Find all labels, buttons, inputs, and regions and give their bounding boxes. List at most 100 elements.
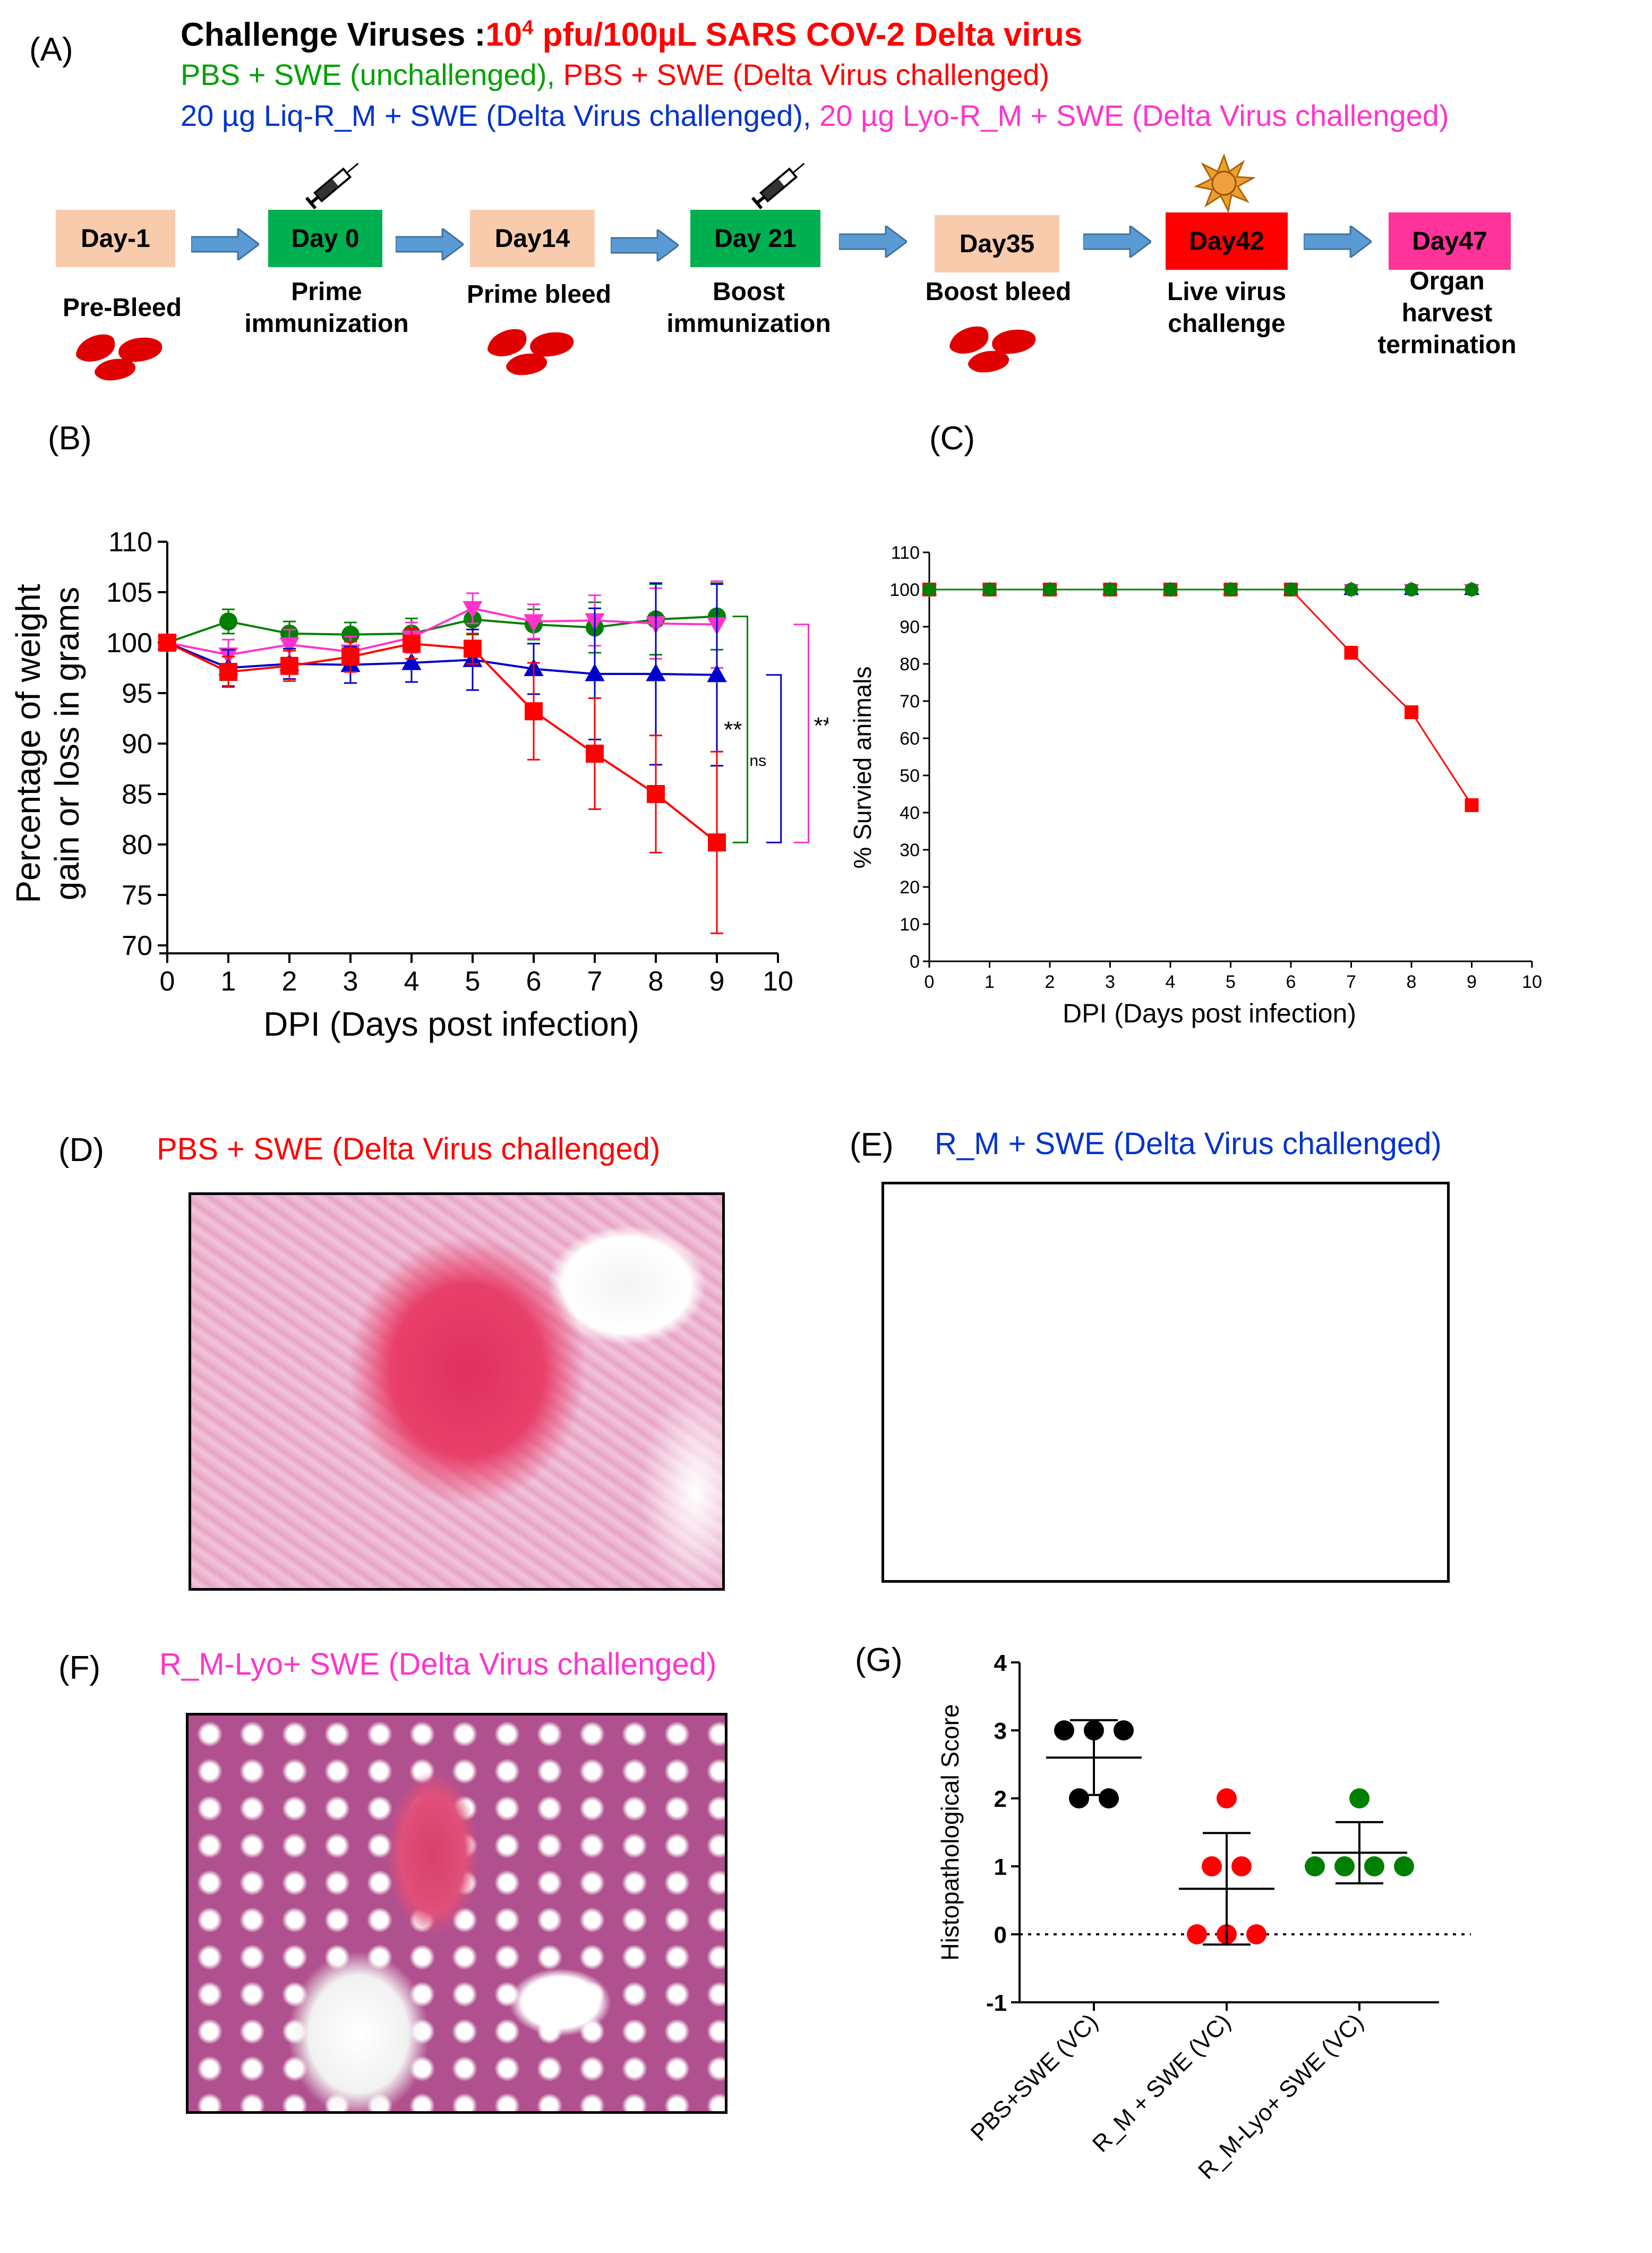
y-tick-label: -1: [986, 1990, 1007, 2016]
y-axis-title: Histopathological Score: [936, 1704, 964, 1960]
data-point: [1364, 1856, 1384, 1876]
legend-green: PBS + SWE (unchallenged),: [181, 58, 563, 91]
data-point: [341, 625, 359, 644]
y-tick-label: 4: [994, 1650, 1007, 1676]
y-tick-label: 100: [889, 580, 920, 600]
data-point: [1069, 1788, 1089, 1808]
data-point: [1344, 583, 1358, 596]
timeline-caption-boost: Boost immunization: [666, 278, 831, 338]
x-tick-label: 3: [1105, 972, 1115, 992]
x-tick-label: 6: [1286, 972, 1296, 992]
blood-drops-icon: [949, 326, 1036, 373]
panel-label-d: (D): [58, 1132, 105, 1168]
micrograph-d-title: PBS + SWE (Delta Virus challenged): [157, 1132, 661, 1166]
y-tick-label: 70: [900, 692, 920, 712]
weight-change-chart: 70 75 80 85 90 95 100 105 110 0 1 2 3 4 5 6 7 8 9 10 DPI (Da…: [9, 527, 828, 1043]
y-tick-label: 110: [108, 527, 152, 558]
timeline-box-day-47: Day47: [1389, 212, 1511, 270]
y-tick-label: 70: [122, 931, 152, 961]
timeline-day-label: Day 21: [714, 224, 797, 253]
timeline-box-day-21: Day 21: [690, 210, 820, 267]
data-point: [647, 785, 665, 803]
micrograph-e-image: [881, 1182, 1450, 1583]
y-tick-label: 10: [900, 915, 920, 935]
legend-magenta: 20 µg Lyo-R_M + SWE (Delta Virus challen…: [819, 99, 1449, 132]
timeline-day-label: Day47: [1412, 227, 1487, 255]
y-tick-label: 0: [994, 1922, 1007, 1948]
data-point: [1334, 1856, 1355, 1876]
y-tick-label: 1: [994, 1854, 1007, 1880]
timeline-day-label: Day-1: [81, 224, 150, 253]
timeline-day-label: Day14: [494, 224, 570, 253]
y-tick-label: 80: [122, 830, 152, 860]
data-point: [464, 639, 482, 658]
x-tick-label: 8: [1407, 972, 1417, 992]
y-axis-title-line1: Percentage of weight: [9, 584, 47, 903]
micrograph-e-title: R_M + SWE (Delta Virus challenged): [935, 1126, 1442, 1161]
data-point: [1103, 583, 1117, 596]
significance-bracket: [766, 674, 782, 843]
data-point: [403, 634, 421, 653]
micrograph-f-image: [186, 1713, 727, 2114]
y-tick-label: 75: [122, 880, 152, 911]
arrow-icon: [839, 226, 907, 258]
data-point: [1344, 646, 1358, 660]
x-tick-label: 4: [404, 966, 420, 997]
arrow-icon: [611, 229, 679, 261]
x-axis-title: DPI (Days post infection): [1063, 999, 1356, 1028]
data-point: [982, 583, 997, 596]
data-point: [1202, 1856, 1222, 1876]
panel-label-g: (G): [855, 1642, 903, 1678]
x-tick-label: 0: [160, 966, 175, 997]
x-tick-label: 3: [343, 966, 358, 997]
x-axis-title: DPI (Days post infection): [263, 1005, 639, 1043]
histopathology-score-chart: -1 0 1 2 3 4 Histopathological Score PBS+SWE (V…: [936, 1650, 1471, 2184]
data-point: [1114, 1720, 1134, 1740]
data-point: [1284, 583, 1298, 596]
timeline-day-label: Day42: [1189, 227, 1264, 255]
data-point: [1405, 705, 1418, 719]
y-axis-title-line2: gain or loss in grams: [48, 587, 86, 900]
challenge-exp: 4: [522, 16, 534, 39]
data-point: [1349, 1788, 1369, 1808]
timeline-box-day-42: Day42: [1166, 212, 1288, 270]
significance-bracket: [732, 616, 748, 843]
data-point: [158, 634, 176, 652]
timeline-box-day-35: Day35: [935, 215, 1059, 272]
syringe-icon: [751, 163, 805, 210]
data-point: [1305, 1856, 1325, 1876]
y-tick-label: 40: [900, 803, 920, 823]
y-axis-title: % Survied animals: [849, 667, 876, 869]
y-tick-label: 90: [900, 617, 920, 637]
series-line: [167, 607, 717, 656]
challenge-rest: pfu/100µL SARS COV-2 Delta virus: [533, 16, 1083, 53]
challenge-label: Challenge Viruses :: [181, 16, 486, 53]
x-tick-label: 5: [465, 966, 481, 997]
arrow-icon: [1304, 226, 1372, 258]
data-point: [401, 652, 422, 670]
data-point: [922, 583, 936, 596]
legend-row-2: 20 µg Liq-R_M + SWE (Delta Virus challen…: [181, 98, 1449, 133]
y-tick-label: 110: [891, 543, 920, 563]
timeline-caption-prebleed: Pre-Bleed: [62, 294, 182, 322]
challenge-header: Challenge Viruses :104 pfu/100µL SARS CO…: [181, 16, 1082, 54]
timeline-caption-boostbleed: Boost bleed: [925, 278, 1072, 306]
x-tick-label: 0: [925, 972, 935, 992]
arrow-icon: [191, 228, 259, 260]
panel-label-c: (C): [929, 420, 975, 457]
series-line: [929, 588, 1473, 806]
timeline-day-label: Day35: [959, 229, 1035, 258]
challenge-dose: 10: [485, 16, 523, 53]
y-tick-label: 30: [900, 840, 920, 860]
y-tick-label: 50: [900, 766, 920, 786]
y-tick-label: 105: [106, 577, 152, 608]
timeline-caption-harvest: Organ harvest termination: [1377, 267, 1517, 359]
micrograph-f-title: R_M-Lyo+ SWE (Delta Virus challenged): [159, 1647, 717, 1682]
data-point: [280, 656, 298, 675]
data-point: [219, 663, 237, 681]
data-point: [1246, 1924, 1266, 1944]
x-tick-label: 6: [526, 966, 542, 997]
x-tick-label: PBS+SWE (VC): [966, 2009, 1103, 2146]
x-tick-label: 1: [221, 966, 236, 997]
timeline-day-label: Day 0: [291, 224, 359, 253]
